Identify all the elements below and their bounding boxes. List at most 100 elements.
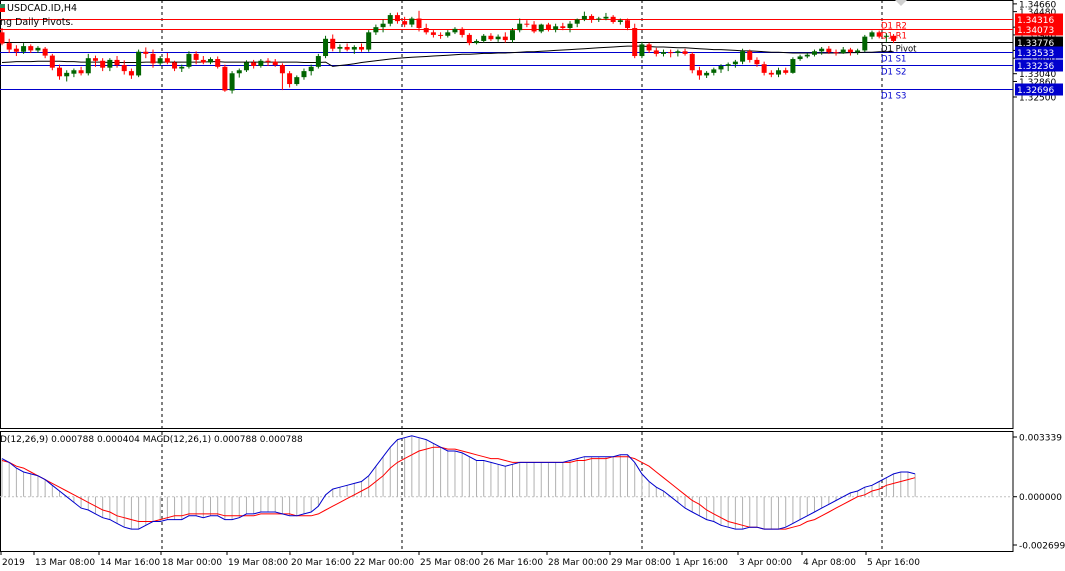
price-tick-label: 1.34480 bbox=[1019, 8, 1056, 18]
candle-bull bbox=[35, 47, 41, 51]
candle-bull bbox=[725, 64, 731, 66]
time-tick-label: 28 Mar 00:00 bbox=[548, 558, 608, 568]
candle-bear bbox=[200, 59, 206, 63]
candle-bear bbox=[768, 72, 774, 75]
candle-bull bbox=[538, 24, 544, 32]
candle-bull bbox=[85, 58, 91, 74]
candle-bear bbox=[783, 70, 789, 73]
candle-bull bbox=[567, 23, 573, 29]
candle-bull bbox=[517, 23, 523, 31]
candle-bull bbox=[294, 77, 300, 85]
price-tick-label: 1.33940 bbox=[1019, 31, 1056, 41]
symbol-icon bbox=[0, 4, 5, 12]
time-tick-label: 3 Apr 00:00 bbox=[739, 558, 792, 568]
time-tick-label: 20 Mar 16:00 bbox=[291, 558, 351, 568]
candle-bull bbox=[351, 46, 357, 50]
candle-bull bbox=[639, 44, 645, 57]
candle-bear bbox=[488, 35, 494, 40]
candle-bear bbox=[610, 16, 616, 22]
candle-bear bbox=[891, 35, 897, 41]
candle-bear bbox=[0, 32, 5, 44]
candle-bear bbox=[653, 50, 659, 54]
price-tick-label: 1.32860 bbox=[1019, 78, 1056, 88]
pivot-name-label: D1 S2 bbox=[881, 68, 906, 78]
candle-bear bbox=[696, 70, 702, 76]
candle-bear bbox=[100, 60, 106, 68]
candle-bull bbox=[409, 18, 415, 25]
candle-bull bbox=[574, 19, 580, 24]
symbol-header: USDCAD.ID,H4 bbox=[0, 3, 77, 14]
candle-bear bbox=[545, 24, 551, 30]
candle-bull bbox=[797, 56, 803, 60]
candle-bear bbox=[49, 55, 55, 68]
candle-bear bbox=[272, 61, 278, 66]
candle-bull bbox=[157, 58, 163, 64]
candle-bull bbox=[883, 35, 889, 37]
candle-bear bbox=[172, 62, 178, 69]
candle-bear bbox=[128, 71, 134, 76]
pivot-price-label: 1.34073 bbox=[1017, 26, 1054, 36]
macd-tick-label: 0.003339 bbox=[1019, 434, 1062, 444]
shift-marker-icon bbox=[895, 0, 907, 6]
candle-bear bbox=[13, 48, 19, 52]
candle-bull bbox=[301, 71, 307, 78]
candle-bear bbox=[251, 62, 257, 66]
candle-bull bbox=[21, 46, 27, 52]
pivot-price-tag bbox=[1015, 83, 1063, 96]
candle-bull bbox=[603, 16, 609, 19]
candle-bull bbox=[366, 32, 372, 50]
pivot-price-tag bbox=[1015, 46, 1063, 59]
candle-bear bbox=[589, 15, 595, 20]
candle-bear bbox=[121, 65, 127, 72]
candle-bull bbox=[862, 36, 868, 51]
candle-bear bbox=[632, 28, 638, 57]
candle-bear bbox=[57, 67, 63, 77]
candle-bear bbox=[531, 24, 537, 32]
candle-bear bbox=[826, 48, 832, 53]
candle-bull bbox=[776, 70, 782, 75]
price-tick-label: 1.32500 bbox=[1019, 93, 1056, 103]
candle-bull bbox=[208, 59, 214, 63]
candle-bear bbox=[143, 51, 149, 54]
candle-bear bbox=[423, 28, 429, 33]
time-tick-label: 22 Mar 00:00 bbox=[354, 558, 414, 568]
candle-bear bbox=[359, 46, 364, 50]
candle-bear bbox=[330, 38, 336, 49]
pivot-price-label: 1.33776 bbox=[1017, 39, 1054, 49]
candle-bear bbox=[222, 66, 228, 91]
candle-bull bbox=[229, 73, 235, 91]
candle-bull bbox=[819, 48, 825, 52]
macd-plot-frame bbox=[0, 431, 1014, 552]
candle-bear bbox=[747, 51, 753, 60]
candle-bear bbox=[6, 43, 12, 50]
candle-bear bbox=[215, 59, 221, 67]
macd-main-line bbox=[1, 435, 916, 530]
candle-bull bbox=[308, 66, 314, 72]
candle-bull bbox=[840, 49, 846, 54]
candle-bear bbox=[164, 58, 170, 63]
candle-bear bbox=[344, 46, 350, 50]
candle-bear bbox=[466, 34, 472, 44]
pivot-name-label: D1 S1 bbox=[881, 55, 906, 65]
candle-bull bbox=[323, 38, 329, 57]
candle-bull bbox=[581, 15, 587, 20]
candle-bear bbox=[668, 52, 674, 54]
candle-bear bbox=[833, 52, 839, 54]
candle-bull bbox=[337, 46, 343, 49]
candle-bear bbox=[114, 59, 120, 66]
candle-bear bbox=[754, 59, 760, 65]
candle-bull bbox=[64, 72, 70, 77]
pivot-price-tag bbox=[1015, 36, 1063, 49]
candle-bull bbox=[732, 61, 738, 65]
pivot-price-tag bbox=[1015, 23, 1063, 36]
time-tick-label: 26 Mar 16:00 bbox=[483, 558, 543, 568]
candle-bull bbox=[509, 30, 515, 41]
time-tick-label: 14 Mar 16:00 bbox=[100, 558, 160, 568]
candle-bull bbox=[387, 15, 393, 24]
candle-bull bbox=[186, 53, 192, 67]
candle-bear bbox=[524, 23, 530, 25]
price-tick-label: 1.33040 bbox=[1019, 70, 1056, 80]
pivot-price-label: 1.34316 bbox=[1017, 16, 1054, 26]
symbol-label: USDCAD.ID,H4 bbox=[7, 3, 78, 14]
